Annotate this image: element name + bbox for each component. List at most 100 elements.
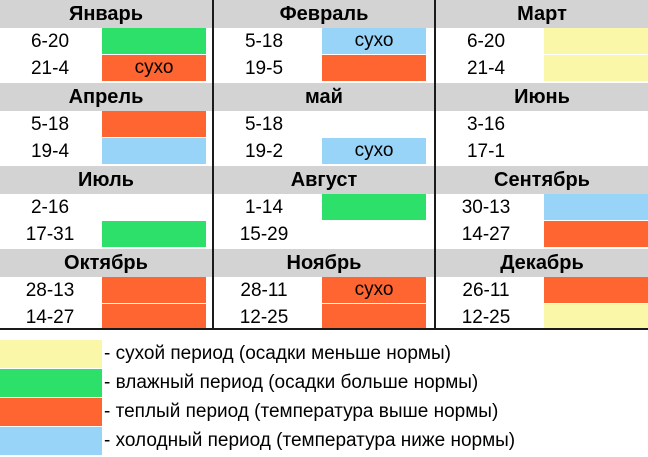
period-row: 30-13 (436, 194, 648, 221)
status-swatch (544, 194, 648, 220)
period-row: 6-20 (0, 28, 212, 55)
status-swatch (322, 194, 426, 220)
month-name: Ноябрь (214, 249, 434, 277)
month-name: Апрель (0, 83, 212, 111)
period-row: 19-4 (0, 138, 212, 165)
date-range: 30-13 (461, 197, 511, 218)
status-swatch: сухо (322, 138, 426, 164)
legend-text: - влажный период (осадки больше нормы) (104, 372, 479, 393)
month-block: Декабрь 26-11 12-25 (436, 249, 648, 330)
status-swatch (102, 111, 206, 137)
date-range: 5-18 (244, 114, 284, 135)
date-range: 28-11 (240, 280, 288, 301)
date-range: 26-11 (462, 280, 510, 301)
legend-swatch (0, 398, 102, 426)
status-swatch (102, 277, 206, 303)
status-swatch (544, 111, 648, 137)
legend-text: - холодный период (температура ниже норм… (104, 430, 516, 451)
status-swatch (322, 55, 426, 81)
month-block: Сентябрь 30-13 14-27 (436, 166, 648, 247)
legend-swatch (0, 369, 102, 397)
legend-divider (0, 328, 648, 330)
period-row: 19-5 (214, 55, 434, 82)
month-name: Июнь (436, 83, 648, 111)
date-range: 19-5 (244, 58, 284, 79)
period-row: 12-25 (436, 304, 648, 331)
date-range: 14-27 (25, 307, 75, 328)
date-range: 3-16 (466, 114, 506, 135)
column-divider (434, 0, 436, 330)
legend-text: - сухой период (осадки меньше нормы) (104, 343, 451, 364)
date-range: 21-4 (466, 58, 506, 79)
date-range: 12-25 (239, 307, 289, 328)
date-range: 14-27 (461, 224, 511, 245)
period-row: 17-1 (436, 138, 648, 165)
month-name: Февраль (214, 0, 434, 28)
month-block: Июль 2-16 17-31 (0, 166, 212, 247)
legend-swatch (0, 427, 102, 455)
date-range: 19-4 (30, 141, 70, 162)
date-range: 2-16 (30, 197, 70, 218)
date-range: 12-25 (461, 307, 511, 328)
date-range: 5-18 (244, 31, 284, 52)
status-swatch (544, 277, 648, 303)
legend-item: - сухой период (осадки меньше нормы) (0, 340, 648, 368)
date-range: 17-1 (466, 141, 506, 162)
period-row: 19-2 сухо (214, 138, 434, 165)
status-swatch (102, 221, 206, 247)
column-divider (212, 0, 214, 330)
legend-swatch (0, 340, 102, 368)
period-row: 28-11 сухо (214, 277, 434, 304)
period-row: 21-4 (436, 55, 648, 82)
period-row: 15-29 (214, 221, 434, 248)
status-swatch (102, 304, 206, 330)
date-range: 5-18 (30, 114, 70, 135)
status-swatch (544, 28, 648, 54)
month-name: Июль (0, 166, 212, 194)
period-row: 5-18 сухо (214, 28, 434, 55)
date-range: 19-2 (244, 141, 284, 162)
legend-text: - теплый период (температура выше нормы) (104, 401, 499, 422)
period-row: 14-27 (436, 221, 648, 248)
date-range: 6-20 (466, 31, 506, 52)
date-range: 1-14 (244, 197, 284, 218)
month-name: Сентябрь (436, 166, 648, 194)
status-swatch (544, 55, 648, 81)
legend-item: - влажный период (осадки больше нормы) (0, 369, 648, 397)
period-row: 14-27 (0, 304, 212, 331)
date-range: 17-31 (25, 224, 75, 245)
status-swatch: сухо (322, 277, 426, 303)
status-swatch: сухо (322, 28, 426, 54)
period-row: 21-4 сухо (0, 55, 212, 82)
month-name: Декабрь (436, 249, 648, 277)
period-row: 5-18 (214, 111, 434, 138)
month-block: Октябрь 28-13 14-27 (0, 249, 212, 330)
period-row: 17-31 (0, 221, 212, 248)
status-swatch (322, 111, 426, 137)
month-name: Март (436, 0, 648, 28)
period-row: 28-13 (0, 277, 212, 304)
date-range: 21-4 (30, 58, 70, 79)
month-block: Август 1-14 15-29 (214, 166, 434, 247)
month-name: Январь (0, 0, 212, 28)
date-range: 28-13 (25, 280, 75, 301)
period-row: 26-11 (436, 277, 648, 304)
date-range: 6-20 (30, 31, 70, 52)
period-row: 6-20 (436, 28, 648, 55)
calendar-grid: Январь 6-20 21-4 сухо Февраль 5-18 сухо 19-5 Мар… (0, 0, 648, 330)
period-row: 3-16 (436, 111, 648, 138)
legend-item: - теплый период (температура выше нормы) (0, 398, 648, 426)
status-swatch (102, 194, 206, 220)
month-name: май (214, 83, 434, 111)
legend-item: - холодный период (температура ниже норм… (0, 427, 648, 455)
status-swatch (544, 138, 648, 164)
month-block: Январь 6-20 21-4 сухо (0, 0, 212, 81)
month-block: Февраль 5-18 сухо 19-5 (214, 0, 434, 81)
month-block: Ноябрь 28-11 сухо 12-25 (214, 249, 434, 330)
status-swatch: сухо (102, 55, 206, 81)
month-block: май 5-18 19-2 сухо (214, 83, 434, 164)
period-row: 12-25 (214, 304, 434, 331)
month-name: Октябрь (0, 249, 212, 277)
month-block: Июнь 3-16 17-1 (436, 83, 648, 164)
period-row: 2-16 (0, 194, 212, 221)
